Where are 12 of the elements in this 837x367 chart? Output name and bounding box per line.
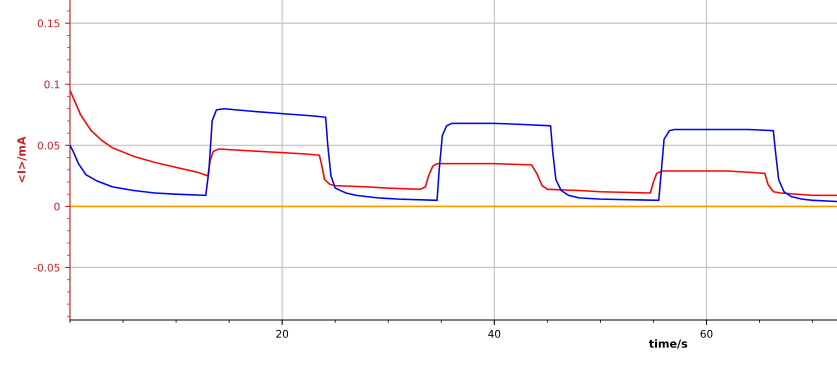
line-series: [70, 90, 837, 196]
y-axis-title: <I>/mA: [17, 136, 26, 182]
y-tick-label: 0.05: [38, 142, 60, 150]
line-series: [70, 108, 837, 202]
x-tick-label: 60: [700, 330, 712, 338]
y-tick-label: 0.15: [38, 19, 60, 28]
x-tick-label: 40: [488, 330, 500, 338]
y-tick-label: -0.05: [34, 264, 60, 272]
x-axis-title: time/s: [648, 339, 688, 349]
y-tick-label: 0: [54, 202, 60, 211]
y-tick-label: 0.1: [44, 80, 60, 88]
x-tick-label: 20: [276, 330, 288, 338]
